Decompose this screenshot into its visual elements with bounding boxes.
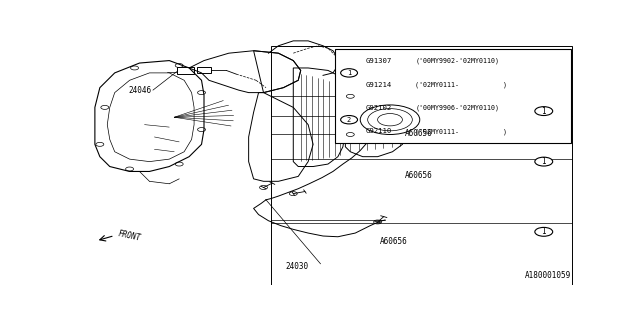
- Text: ('02MY0111-           ): ('02MY0111- ): [415, 81, 508, 88]
- Text: 1: 1: [541, 227, 546, 236]
- Text: A60656: A60656: [380, 237, 408, 246]
- Text: ('02MY0111-           ): ('02MY0111- ): [415, 128, 508, 135]
- Text: ('00MY9902-'02MY0110): ('00MY9902-'02MY0110): [415, 58, 499, 64]
- Text: G92110: G92110: [365, 128, 392, 134]
- Text: 1: 1: [541, 157, 546, 166]
- Circle shape: [535, 228, 553, 236]
- Text: 1: 1: [347, 70, 351, 76]
- Circle shape: [340, 116, 358, 124]
- Text: ('00MY9906-'02MY0110): ('00MY9906-'02MY0110): [415, 105, 499, 111]
- Circle shape: [535, 107, 553, 116]
- Text: 2: 2: [347, 117, 351, 123]
- Text: 24046: 24046: [129, 86, 152, 95]
- Text: G92102: G92102: [365, 105, 392, 111]
- Text: A60656: A60656: [405, 129, 433, 138]
- Text: A180001059: A180001059: [525, 271, 571, 280]
- Text: A60656: A60656: [405, 171, 433, 180]
- Text: 24030: 24030: [286, 262, 309, 271]
- Circle shape: [340, 69, 358, 77]
- Text: FRONT: FRONT: [117, 229, 141, 243]
- Text: G91214: G91214: [365, 82, 392, 88]
- Text: G91307: G91307: [365, 58, 392, 64]
- Text: 1: 1: [541, 107, 546, 116]
- Circle shape: [535, 157, 553, 166]
- FancyBboxPatch shape: [335, 50, 571, 143]
